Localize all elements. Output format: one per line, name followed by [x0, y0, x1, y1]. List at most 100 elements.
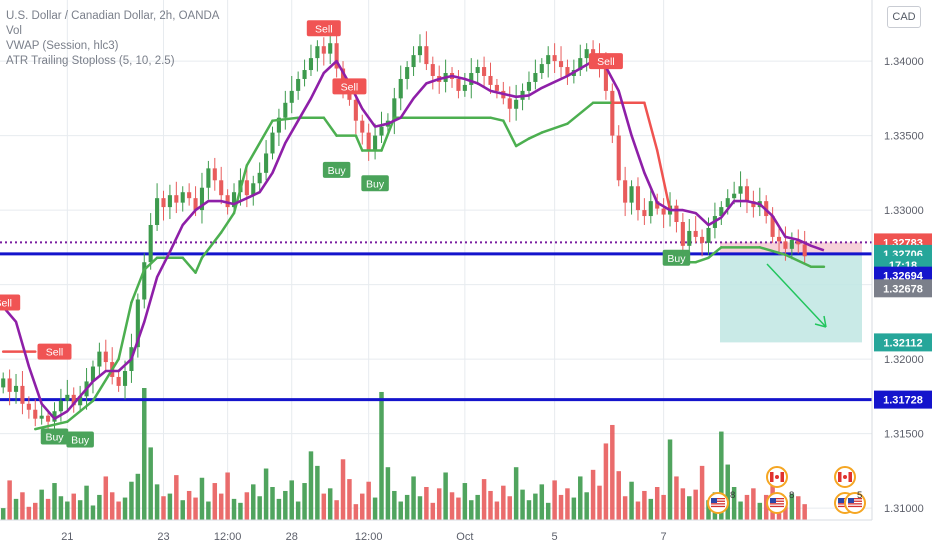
- volume-bar: [360, 493, 365, 520]
- signal-label[interactable]: Sell: [597, 56, 615, 68]
- signal-badge-sell[interactable]: [588, 53, 623, 70]
- atr-stop-segment: [694, 256, 710, 264]
- volume-bar: [462, 483, 468, 520]
- time-tick-label[interactable]: 12:00: [355, 531, 383, 543]
- time-tick-label[interactable]: 28: [286, 531, 298, 543]
- signal-label[interactable]: Buy: [328, 165, 347, 177]
- ca-flag-band: [780, 472, 784, 482]
- price-label-text[interactable]: 1.32678: [883, 283, 923, 295]
- signal-badge-buy[interactable]: [40, 428, 69, 445]
- candle-body: [578, 58, 583, 71]
- volume-bar: [334, 500, 339, 520]
- candle-body: [565, 67, 570, 76]
- event-count[interactable]: 5: [857, 490, 862, 501]
- price-label-box[interactable]: [874, 390, 932, 409]
- signal-label[interactable]: Buy: [71, 435, 90, 447]
- signal-label[interactable]: Buy: [667, 253, 686, 265]
- signal-badge-sell[interactable]: [332, 78, 367, 95]
- price-label-box[interactable]: [874, 333, 932, 352]
- signal-label[interactable]: Sell: [46, 347, 64, 359]
- price-tick-label[interactable]: 1.32000: [884, 354, 924, 366]
- forecast-arrow[interactable]: [766, 263, 827, 328]
- price-tick-label[interactable]: 1.33000: [884, 205, 924, 217]
- volume-bar: [590, 469, 596, 520]
- symbol-title[interactable]: U.S. Dollar / Canadian Dollar, 2h, OANDA: [6, 10, 220, 22]
- candle-body: [635, 186, 641, 211]
- atr-stop-segment: [34, 420, 69, 431]
- candle-body: [26, 403, 31, 410]
- signal-badge-buy[interactable]: [662, 249, 691, 266]
- volume-bar: [719, 431, 724, 520]
- volume-bar: [58, 496, 64, 520]
- signal-label[interactable]: Sell: [315, 23, 333, 35]
- legend-atr[interactable]: ATR Trailing Stoploss (5, 10, 2.5): [6, 55, 175, 67]
- candle-body: [315, 46, 320, 59]
- time-tick-label[interactable]: 21: [61, 531, 73, 543]
- candle-body: [251, 183, 256, 196]
- volume-bar: [129, 481, 134, 520]
- volume-bar: [449, 492, 455, 520]
- volume-bar: [763, 494, 769, 520]
- currency-button[interactable]: CAD: [887, 6, 921, 28]
- atr-stop-segment: [219, 211, 236, 234]
- price-tick-label[interactable]: 1.33500: [884, 131, 924, 143]
- event-count[interactable]: 8: [789, 490, 794, 501]
- volume-bar: [513, 467, 519, 520]
- candle-body: [39, 415, 44, 419]
- volume-bar: [731, 487, 737, 520]
- time-tick-label[interactable]: Oct: [456, 531, 473, 543]
- position-target-zone[interactable]: [720, 253, 862, 343]
- candle-body: [360, 120, 365, 133]
- volume-bar: [263, 468, 269, 520]
- candle-body: [770, 216, 775, 237]
- candle-body: [103, 351, 108, 363]
- candle-body: [475, 67, 480, 74]
- volume-bar: [302, 483, 307, 520]
- volume-bar: [276, 498, 282, 520]
- us-flag-stripe: [711, 500, 725, 502]
- signal-badge-sell[interactable]: [0, 294, 21, 311]
- signal-label[interactable]: Buy: [45, 432, 64, 444]
- time-tick-label[interactable]: 23: [157, 531, 169, 543]
- volume-bar: [13, 498, 19, 520]
- price-label-text[interactable]: 1.32112: [883, 337, 922, 349]
- signal-label[interactable]: Sell: [0, 297, 12, 309]
- volume-bar: [212, 483, 218, 520]
- atr-stop-segment: [181, 256, 197, 274]
- volume-bar: [494, 501, 500, 520]
- volume-bar: [578, 476, 583, 520]
- candle-body: [180, 192, 185, 203]
- price-label-box[interactable]: [874, 279, 932, 298]
- time-tick-label[interactable]: 12:00: [214, 531, 242, 543]
- candle-body: [648, 201, 653, 217]
- event-count[interactable]: 8: [730, 490, 735, 501]
- legend-vol[interactable]: Vol: [6, 25, 22, 37]
- volume-bar: [321, 493, 327, 520]
- price-tick-label[interactable]: 1.31000: [884, 503, 924, 515]
- price-tick-label[interactable]: 1.31500: [884, 429, 924, 441]
- time-tick-label[interactable]: 5: [552, 531, 558, 543]
- volume-bar: [283, 490, 288, 520]
- atr-stop-segment: [200, 231, 223, 260]
- price-label-text[interactable]: 1.31728: [883, 395, 923, 407]
- signal-badge-buy[interactable]: [361, 175, 389, 192]
- volume-bar: [783, 501, 788, 520]
- atr-stop-segment: [514, 137, 531, 148]
- signal-badge-buy[interactable]: [322, 161, 351, 178]
- time-tick-label[interactable]: 7: [661, 531, 667, 543]
- signal-label[interactable]: Buy: [366, 178, 385, 190]
- volume-bar: [308, 451, 314, 520]
- candle-body: [334, 43, 339, 69]
- atr-stop-segment: [489, 116, 505, 122]
- candle-body: [97, 351, 102, 367]
- volume-bar: [33, 502, 38, 520]
- signal-label[interactable]: Sell: [341, 81, 359, 93]
- signal-badge-buy[interactable]: [66, 431, 94, 448]
- signal-badge-sell[interactable]: [37, 343, 72, 360]
- price-tick-label[interactable]: 1.34000: [884, 56, 924, 68]
- signal-badge-sell[interactable]: [306, 20, 341, 37]
- legend-vwap[interactable]: VWAP (Session, hlc3): [6, 40, 119, 52]
- vwap-line[interactable]: [2, 59, 825, 421]
